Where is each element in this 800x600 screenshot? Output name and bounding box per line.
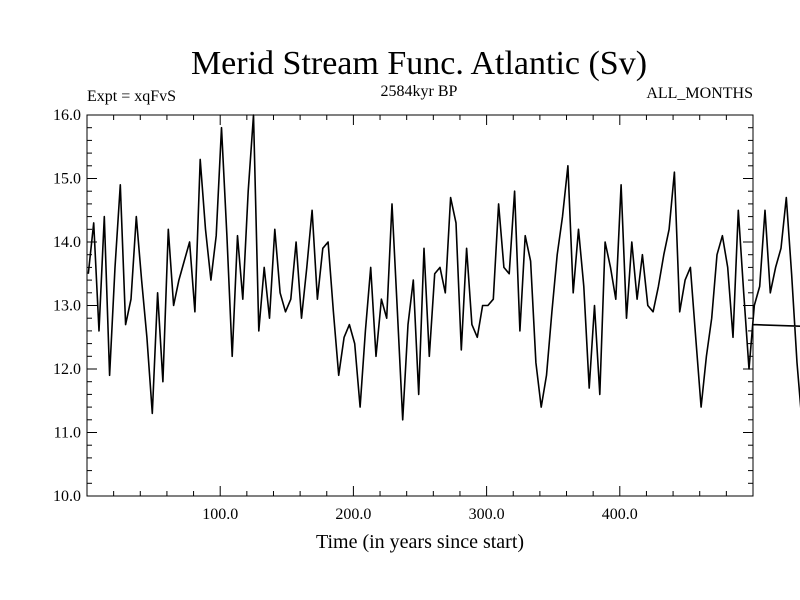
x-axis-label: Time (in years since start) [316, 531, 524, 553]
axis-ticks [87, 114, 753, 497]
period-label: 2584kyr BP [381, 83, 458, 100]
x-tick-label: 300.0 [469, 506, 505, 523]
y-tick-label: 11.0 [54, 425, 81, 442]
y-tick-label: 15.0 [53, 171, 81, 188]
x-tick-label: 200.0 [335, 506, 371, 523]
plot-frame [86, 114, 754, 497]
experiment-label: Expt = xqFvS [87, 88, 176, 105]
y-tick-label: 14.0 [53, 234, 81, 251]
x-tick-label: 400.0 [602, 506, 638, 523]
y-tick-labels: 10.0 11.0 12.0 13.0 14.0 15.0 16.0 [53, 107, 81, 505]
series-line [87, 114, 800, 421]
x-tick-label: 100.0 [202, 506, 238, 523]
months-label: ALL_MONTHS [646, 85, 753, 102]
x-tick-labels: 100.0 200.0 300.0 400.0 [202, 506, 638, 523]
y-tick-label: 12.0 [53, 361, 81, 378]
chart-title: Merid Stream Func. Atlantic (Sv) [191, 45, 647, 82]
y-tick-label: 13.0 [53, 298, 81, 315]
y-tick-label: 16.0 [53, 107, 81, 124]
y-tick-label: 10.0 [53, 488, 81, 505]
